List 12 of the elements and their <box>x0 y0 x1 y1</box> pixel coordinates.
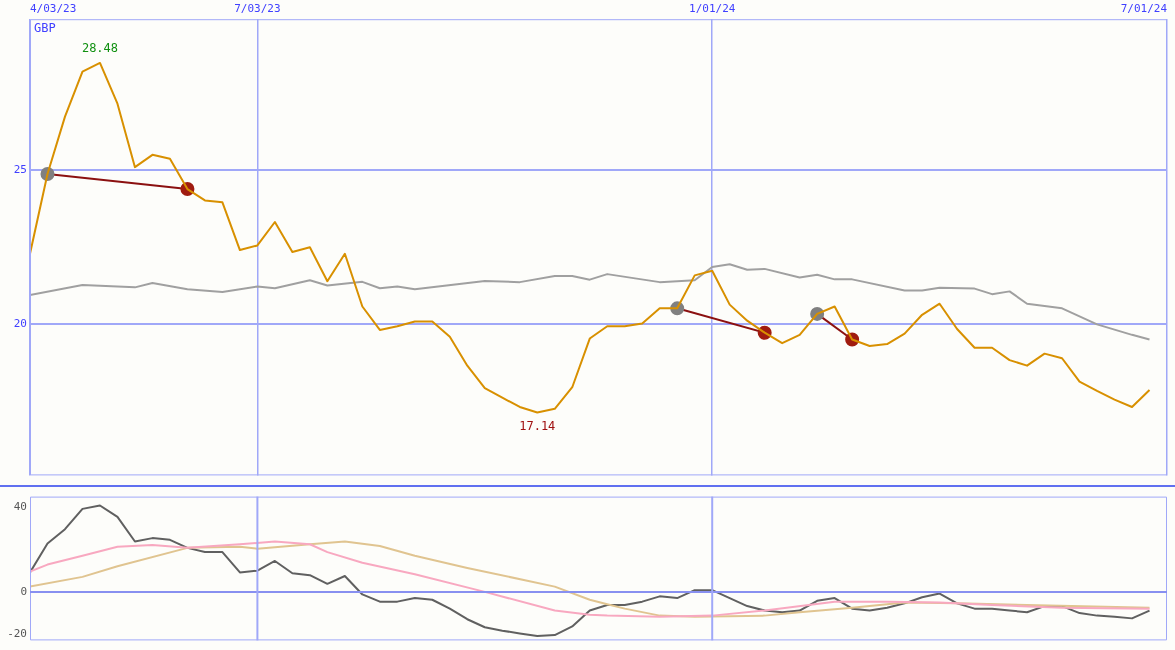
x-tick-label: 7/01/24 <box>1120 2 1168 16</box>
y-tick-label: 40 <box>13 500 27 514</box>
y-tick-label: 0 <box>20 584 27 598</box>
x-tick-label: 4/03/23 <box>30 2 77 16</box>
y-tick-label: 25 <box>13 163 27 177</box>
y-tick-label: -20 <box>7 627 27 641</box>
annotation: 28.48 <box>81 41 119 56</box>
x-tick-label: 1/01/24 <box>689 2 736 16</box>
annotation: 17.14 <box>519 418 556 433</box>
x-tick-label: 7/03/23 <box>234 2 281 16</box>
y-axis-title: GBP <box>34 21 56 36</box>
y-tick-label: 20 <box>13 317 27 331</box>
